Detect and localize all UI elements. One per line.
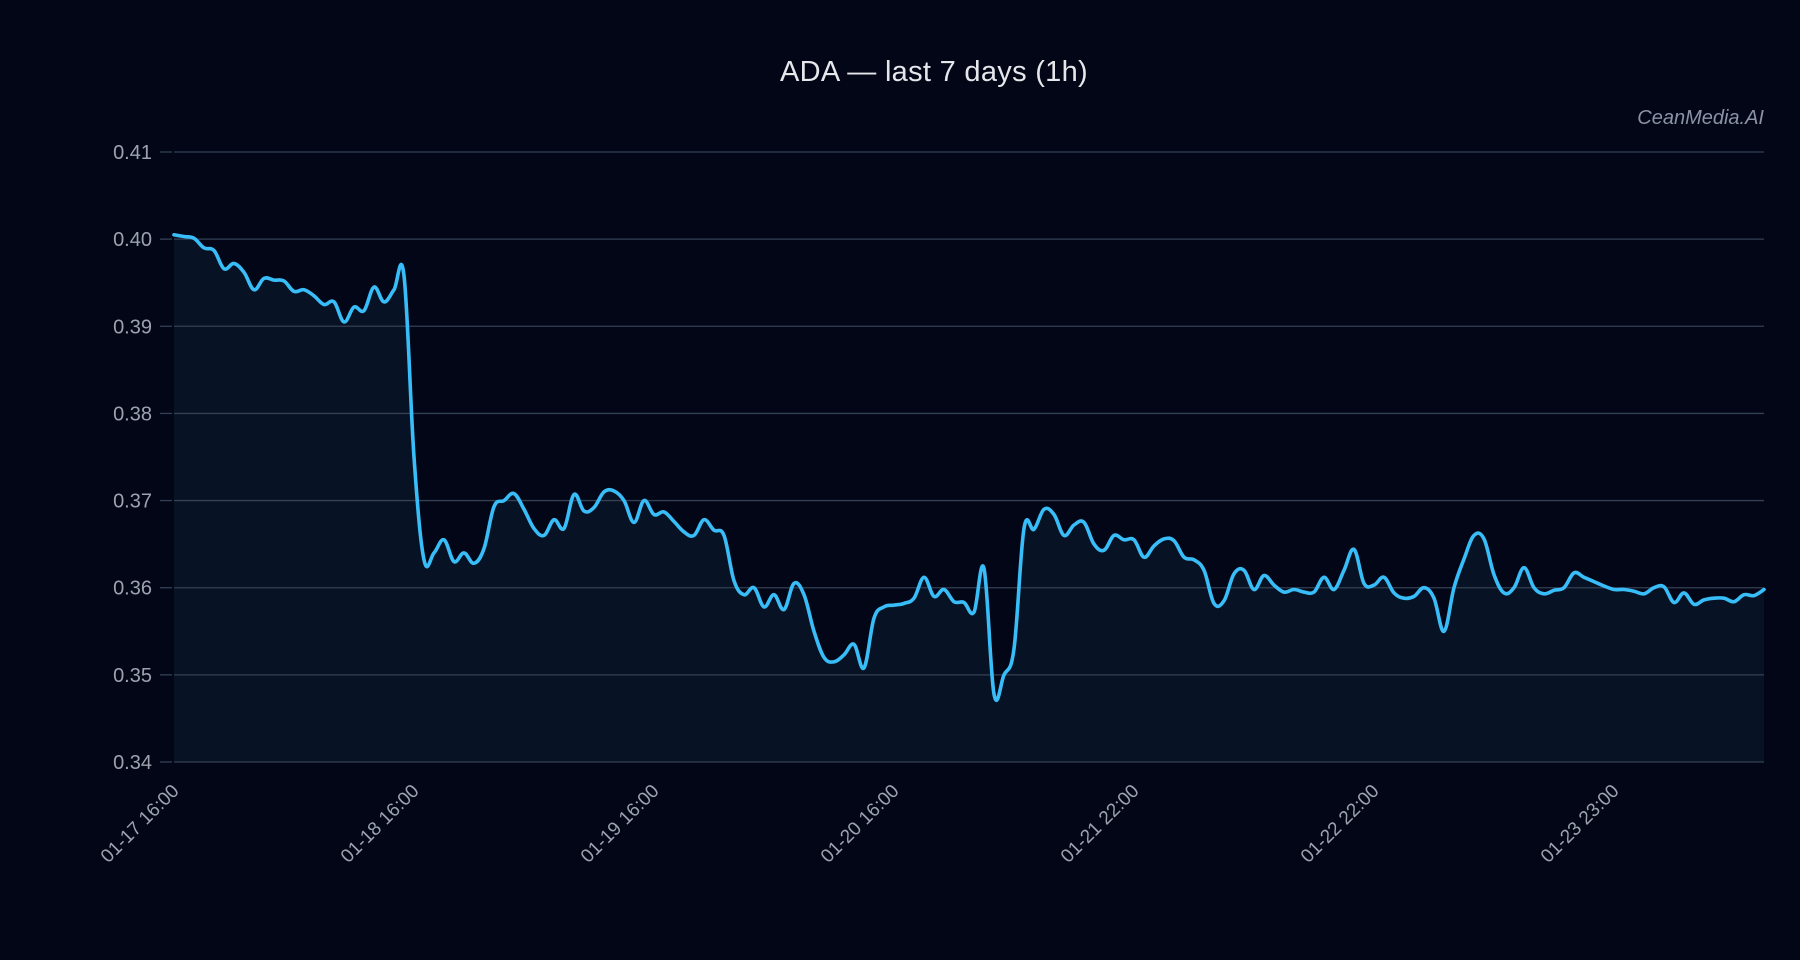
plot-area (174, 234, 1764, 763)
x-tick-label: 01-21 22:00 (1057, 781, 1144, 868)
x-tick-label: 01-19 16:00 (577, 781, 664, 868)
y-tick-label: 0.34 (113, 752, 152, 774)
x-tick-label: 01-22 22:00 (1297, 781, 1384, 868)
y-axis: 0.34 0.35 0.36 0.37 0.38 0.39 0.40 0.41 (113, 142, 172, 774)
y-tick-label: 0.35 (113, 665, 152, 687)
watermark: CeanMedia.AI (1637, 107, 1764, 129)
x-axis: 01-17 16:00 01-18 16:00 01-19 16:00 01-20 1… (97, 781, 1624, 868)
x-tick-label: 01-20 16:00 (817, 781, 904, 868)
y-tick-label: 0.39 (113, 316, 152, 338)
x-tick-label: 01-23 23:00 (1537, 781, 1624, 868)
chart-title: ADA — last 7 days (1h) (780, 56, 1088, 88)
y-tick-label: 0.40 (113, 229, 152, 251)
y-tick-label: 0.37 (113, 491, 152, 513)
y-tick-label: 0.38 (113, 403, 152, 425)
y-tick-label: 0.36 (113, 578, 152, 600)
y-tick-label: 0.41 (113, 142, 152, 164)
area-fill (174, 234, 1764, 763)
grid-lines (174, 151, 1764, 763)
x-tick-label: 01-17 16:00 (97, 781, 184, 868)
price-line (172, 232, 1766, 703)
x-tick-label: 01-18 16:00 (337, 781, 424, 868)
price-series (172, 232, 1766, 703)
